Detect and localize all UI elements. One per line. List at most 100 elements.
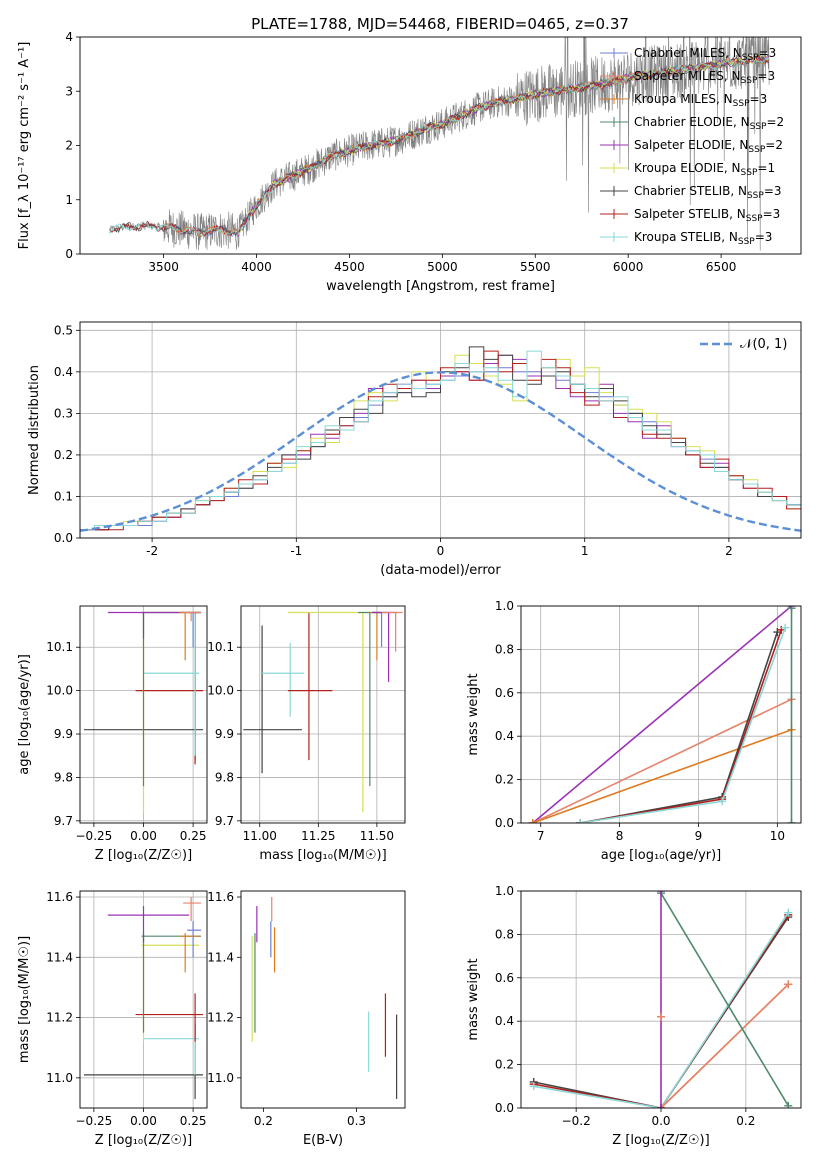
x-tick-label: 0.2 (254, 1114, 273, 1128)
weight-marker (787, 606, 796, 613)
histogram-kroupa-stelib (80, 350, 801, 538)
legend-label: 𝒩(0, 1) (740, 337, 787, 352)
errorbar-point (179, 611, 200, 661)
y-tick-label: 0.2 (495, 1058, 514, 1072)
x-axis-label: Z [log₁₀(Z/Z☉)] (95, 1133, 192, 1148)
errorbar-point (183, 897, 202, 922)
age-vs-z-panel: −0.25 0.00 0.25 9.7 9.8 9.9 10.0 10.1 Z [log₁₀(Z… (17, 605, 208, 863)
weight-vs-z-panel: −0.2 0.0 0.2 0.0 0.2 0.4 0.6 0.8 1.0 Z [log₁₀(Z/Z… (466, 884, 802, 1148)
y-tick-label: 0.1 (54, 489, 73, 503)
plot-area (83, 611, 204, 813)
x-tick-label: 8 (616, 829, 624, 843)
x-tick-label: 9 (695, 829, 703, 843)
x-tick-label: 4000 (241, 260, 272, 274)
y-tick-label: 0.4 (54, 365, 73, 379)
y-tick-label: 9.8 (215, 770, 234, 784)
y-axis-label: mass weight (466, 673, 481, 755)
weight-line-salpeter-miles (660, 983, 789, 1108)
weight-marker (787, 819, 796, 823)
errorbar-point (381, 611, 403, 652)
x-tick-label: 0.3 (347, 1114, 366, 1128)
axes-frame (240, 605, 406, 824)
y-tick-label: 11.2 (46, 1011, 73, 1025)
x-tick-label: 3500 (148, 260, 179, 274)
y-tick-label: 0.2 (54, 448, 73, 462)
model-spectrum-kroupa-stelib (109, 56, 770, 237)
figure-title: PLATE=1788, MJD=54468, FIBERID=0465, z=0… (251, 15, 629, 33)
y-tick-label: 1.0 (495, 599, 514, 613)
plot-area (80, 346, 801, 538)
x-tick-label: 0.2 (736, 1114, 755, 1128)
weight-marker (576, 819, 585, 823)
x-axis-label: mass [log₁₀(M/M☉)] (259, 848, 386, 863)
y-tick-label: 11.4 (46, 950, 73, 964)
y-tick-label: 11.2 (207, 1011, 234, 1025)
observed-spectrum-line (109, 37, 770, 251)
x-axis-label: Z [log₁₀(Z/Z☉)] (95, 848, 192, 863)
weight-line-kroupa-miles (532, 728, 792, 823)
x-tick-label: 4500 (334, 260, 365, 274)
histogram-salpeter-stelib (80, 350, 801, 538)
weight-line-kroupa-stelib (533, 912, 789, 1108)
y-tick-label: 11.6 (46, 890, 73, 904)
weight-vs-age-panel: 7 8 9 10 0.0 0.2 0.4 0.6 0.8 1.0 age [log₁₀(age/yr… (466, 599, 802, 863)
y-tick-label: 11.6 (207, 890, 234, 904)
mass-vs-z-panel: −0.25 0.00 0.25 11.0 11.2 11.4 11.6 Z [log₁₀(Z/… (17, 890, 208, 1148)
x-axis-label: wavelength [Angstrom, rest frame] (326, 279, 555, 294)
errorbar-point (287, 611, 382, 813)
y-tick-label: 0.6 (495, 971, 514, 985)
errorbar-point (107, 611, 202, 639)
legend-label: Salpeter STELIB, NSSP=3 (634, 207, 780, 224)
axes-frame (79, 321, 802, 539)
weight-line-chabrier-elodie (660, 892, 789, 1107)
y-tick-label: 9.9 (54, 727, 73, 741)
y-tick-label: 0.0 (54, 531, 73, 545)
x-tick-label: −0.25 (76, 829, 113, 843)
y-tick-label: 1.0 (495, 884, 514, 898)
y-axis-label: Flux [f_λ 10⁻¹⁷ erg cm⁻² s⁻¹ A⁻¹] (17, 42, 32, 250)
x-tick-label: 0.00 (130, 1114, 157, 1128)
errorbar-point (187, 611, 202, 648)
weight-marker (718, 797, 727, 806)
x-axis-label: age [log₁₀(age/yr)] (601, 848, 722, 863)
x-axis-label: Z [log₁₀(Z/Z☉)] (612, 1133, 709, 1148)
errorbar-point (262, 642, 305, 717)
y-tick-label: 9.7 (54, 814, 73, 828)
errorbar-point (358, 611, 382, 787)
spectrum-legend: Chabrier MILES, NSSP=3 Salpeter MILES, NS… (600, 46, 784, 247)
axes-frame (79, 36, 802, 255)
legend-label: Kroupa ELODIE, NSSP=1 (634, 161, 775, 178)
plot-area (529, 891, 793, 1108)
y-tick-label: 10.0 (46, 684, 73, 698)
plot-area (251, 897, 398, 1099)
errorbar-point (135, 993, 204, 1042)
x-tick-label: 0 (437, 544, 445, 558)
y-tick-label: 0.8 (495, 642, 514, 656)
y-tick-label: 9.7 (215, 814, 234, 828)
x-tick-label: -2 (146, 544, 158, 558)
errorbar-point (243, 625, 302, 774)
y-tick-label: 0 (65, 247, 73, 261)
x-tick-label: 0.00 (130, 829, 157, 843)
y-tick-label: 0.8 (495, 927, 514, 941)
legend-label: Salpeter MILES, NSSP=3 (634, 69, 775, 86)
axes-frame (520, 605, 802, 824)
y-tick-label: 10.0 (207, 684, 234, 698)
legend-label: Kroupa MILES, NSSP=3 (634, 92, 767, 109)
y-tick-label: 0.6 (495, 686, 514, 700)
y-axis-label: age [log₁₀(age/yr)] (17, 654, 32, 775)
x-tick-label: −0.2 (562, 1114, 591, 1128)
weight-line-salpeter-stelib (533, 914, 789, 1108)
legend-label: Chabrier ELODIE, NSSP=2 (634, 115, 784, 132)
weight-marker (657, 1104, 665, 1108)
errorbar-point (287, 612, 333, 761)
x-tick-label: 7 (537, 829, 545, 843)
y-tick-label: 11.4 (207, 950, 234, 964)
x-tick-label: 11.50 (360, 829, 394, 843)
errorbar-point (143, 612, 200, 756)
y-tick-label: 0.4 (495, 729, 514, 743)
age-vs-mass-panel: 11.00 11.25 11.50 9.7 9.8 9.9 10.0 10.1 mass [lo… (207, 605, 406, 863)
x-tick-label: 0.25 (180, 829, 207, 843)
residuals-panel: -2 -1 0 1 2 0.0 0.1 0.2 0.3 0.4 0.5 (data-model)/er… (27, 321, 802, 578)
x-tick-label: 1 (581, 544, 589, 558)
